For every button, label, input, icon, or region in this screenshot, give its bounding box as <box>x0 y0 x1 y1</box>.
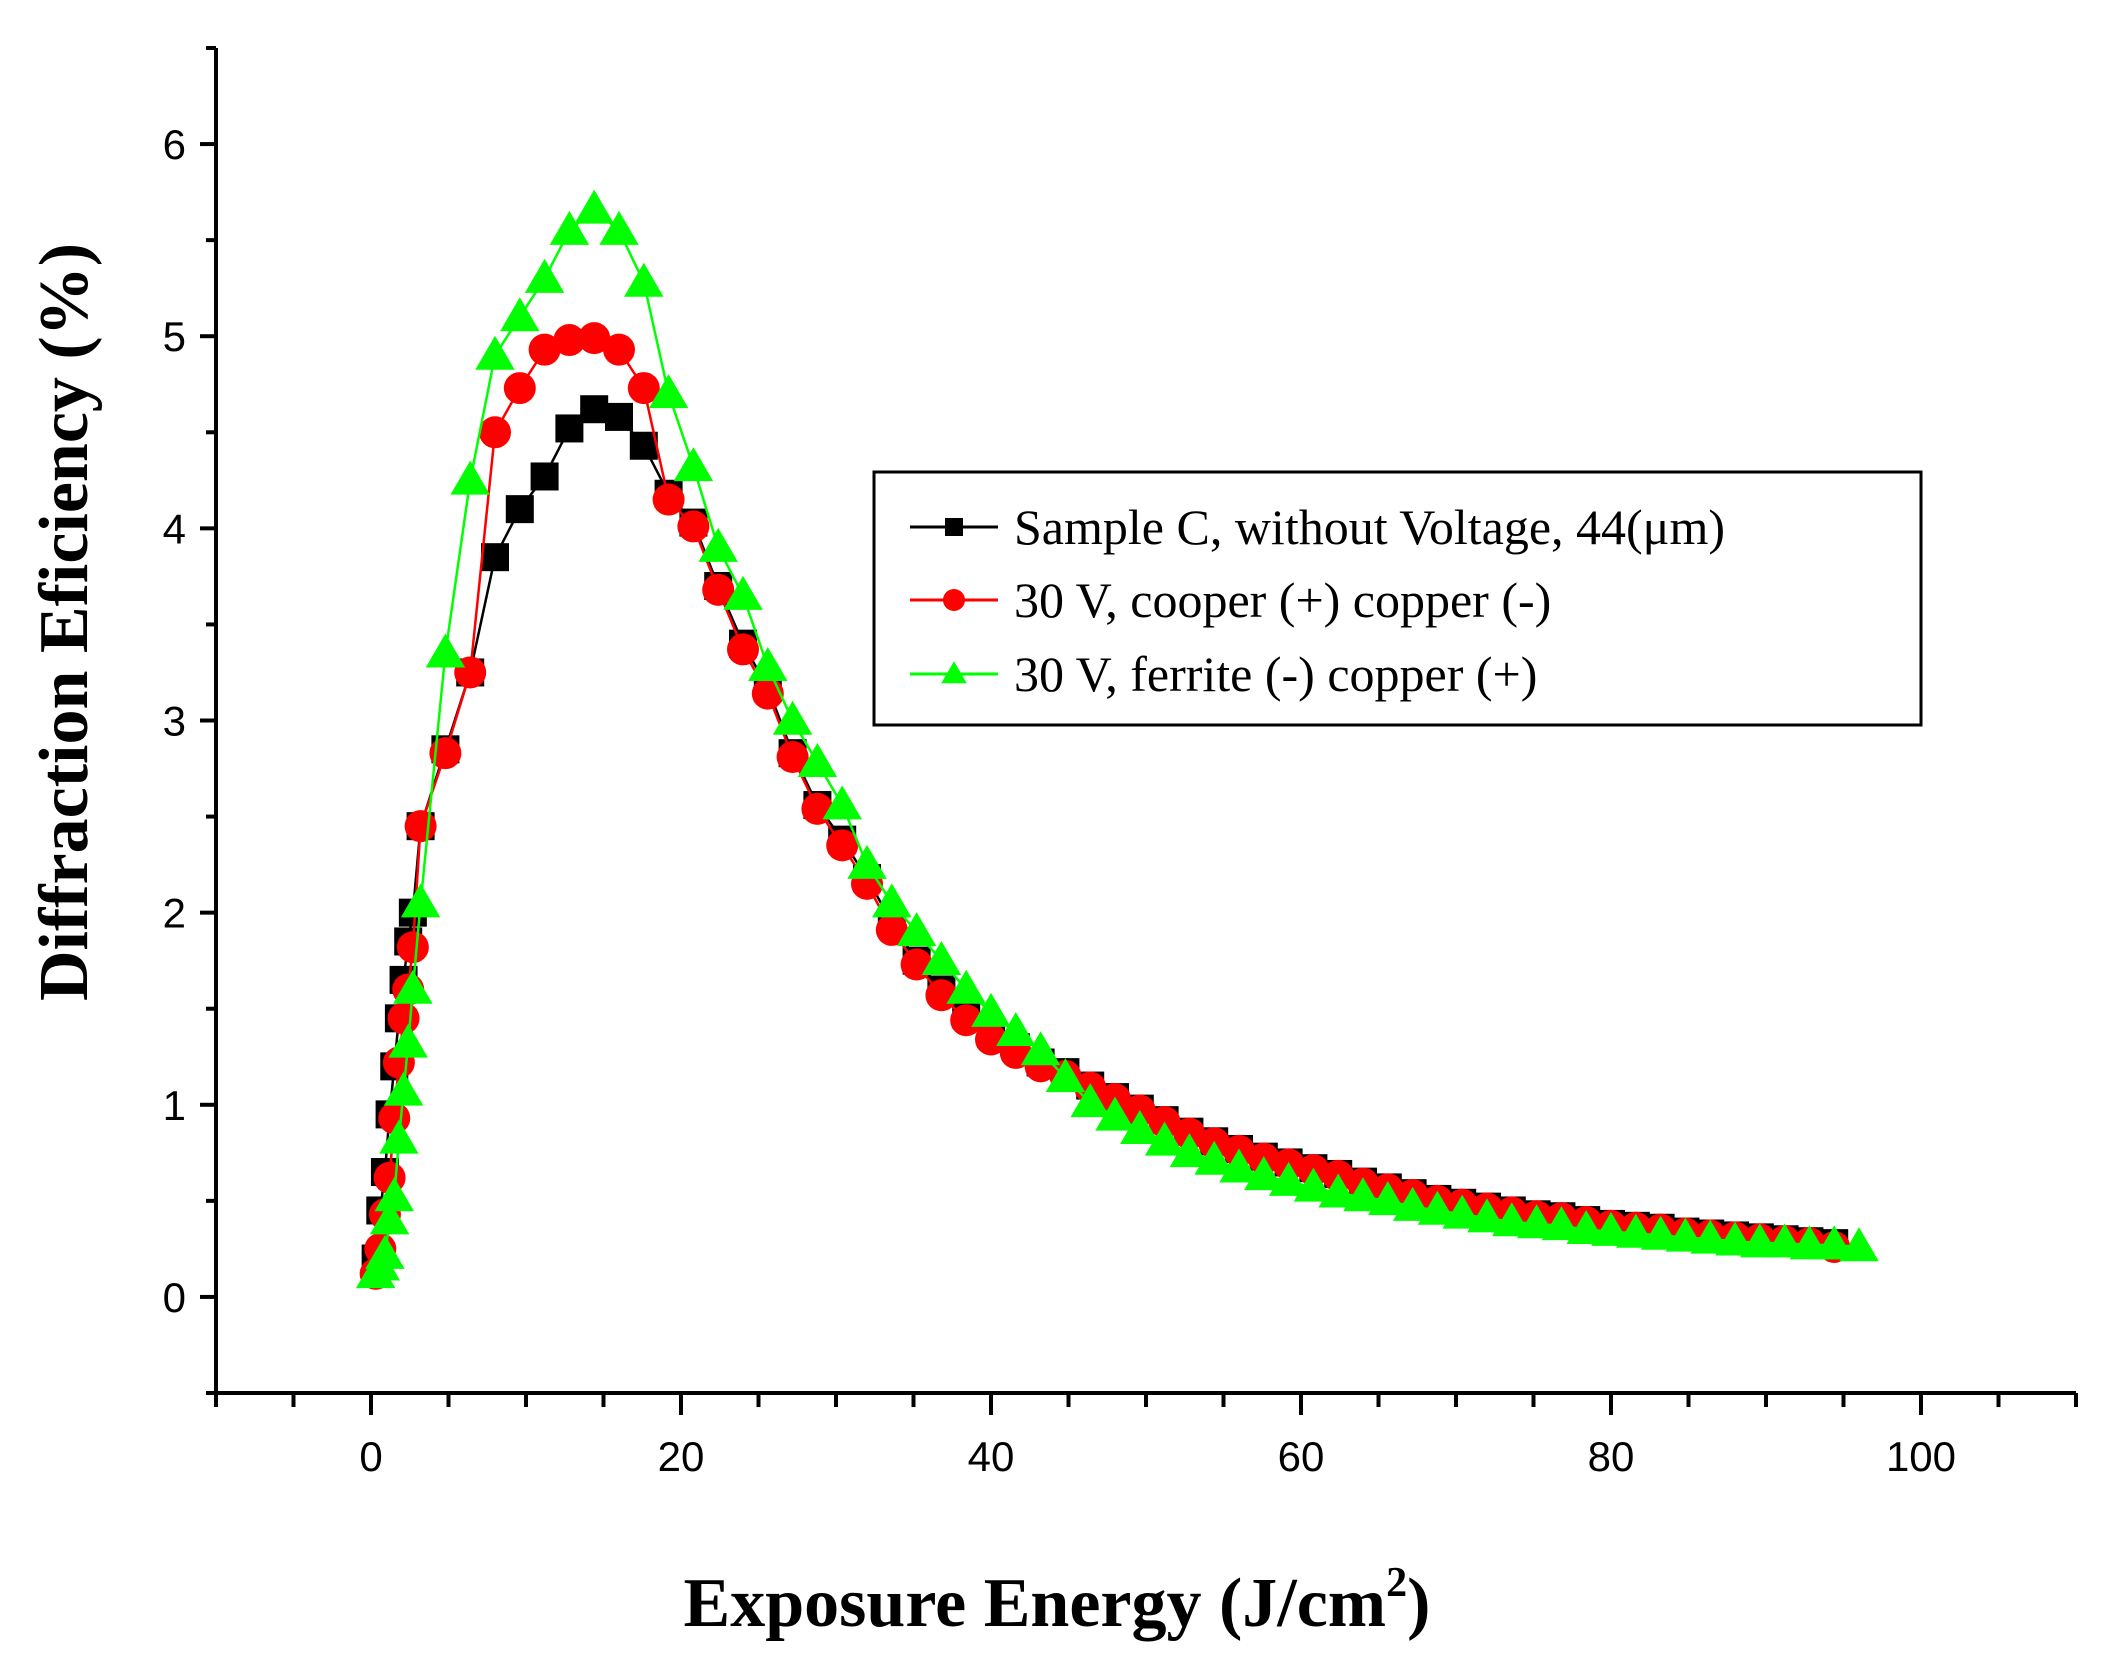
series-1-point <box>555 414 583 442</box>
y-tick-label: 3 <box>163 698 186 745</box>
legend-entry-1: Sample C, without Voltage, 44(μm) <box>910 499 1725 555</box>
diffraction-efficiency-chart: 0 1 2 3 4 5 6 0 20 40 60 80 100 Diffraction Eficien… <box>0 0 2110 1659</box>
legend-label: 30 V, ferrite (-) copper (+) <box>1014 646 1537 702</box>
y-tick-label: 5 <box>163 313 186 360</box>
y-tick-label: 0 <box>163 1274 186 1321</box>
series-2-point <box>397 931 429 963</box>
x-tick-label: 40 <box>968 1433 1015 1480</box>
series-2-point <box>405 810 437 842</box>
legend-marker <box>945 518 963 536</box>
x-axis-title-superscript: 2 <box>1386 1560 1407 1606</box>
x-axis-title-suffix: ) <box>1407 1565 1430 1642</box>
series-2-point <box>479 416 511 448</box>
x-tick-label: 20 <box>658 1433 705 1480</box>
x-tick-label: 100 <box>1886 1433 1956 1480</box>
x-tick-label: 0 <box>359 1433 382 1480</box>
series-2-point <box>727 633 759 665</box>
x-axis-title: Exposure Energy (J/cm2) <box>684 1560 1431 1642</box>
series-1-point <box>605 403 633 431</box>
series-2-point <box>388 1002 420 1034</box>
y-tick-label: 4 <box>163 505 186 552</box>
series-2-point <box>677 510 709 542</box>
series-1-point <box>481 543 509 571</box>
x-tick-label: 60 <box>1278 1433 1325 1480</box>
y-tick-label: 6 <box>163 121 186 168</box>
legend-marker <box>943 589 965 611</box>
series-2-point <box>603 334 635 366</box>
x-axis-title-main: Exposure Energy (J/cm <box>684 1565 1387 1642</box>
legend-label: Sample C, without Voltage, 44(μm) <box>1014 499 1725 555</box>
series-1-point <box>580 395 608 423</box>
y-tick-label: 2 <box>163 890 186 937</box>
chart-background <box>0 0 2110 1659</box>
x-tick-label: 80 <box>1588 1433 1635 1480</box>
series-1-point <box>506 495 534 523</box>
legend-label: 30 V, cooper (+) copper (-) <box>1014 572 1551 628</box>
legend: Sample C, without Voltage, 44(μm) 30 V, c… <box>874 472 1921 725</box>
series-1-point <box>531 462 559 490</box>
y-tick-label: 1 <box>163 1082 186 1129</box>
series-2-point <box>504 372 536 404</box>
series-2-point <box>653 484 685 516</box>
y-axis-title: Diffraction Eficiency (%) <box>26 243 103 1001</box>
